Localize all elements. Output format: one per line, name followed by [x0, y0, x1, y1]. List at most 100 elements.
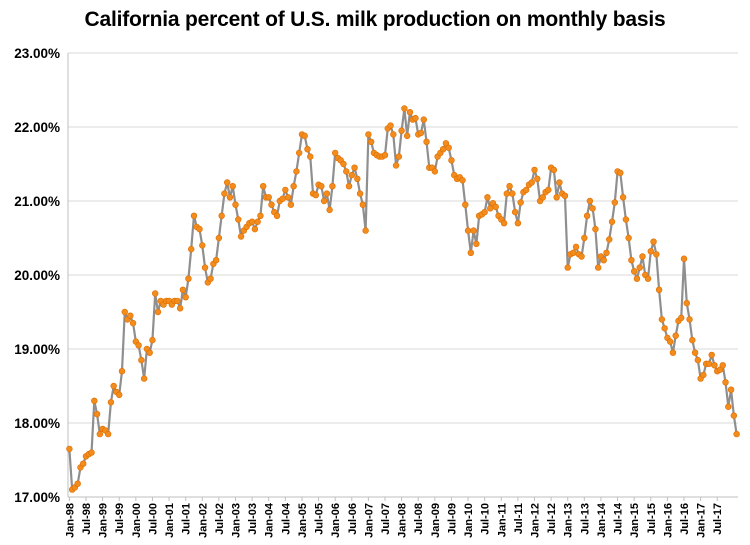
data-point — [96, 430, 104, 438]
y-axis-tick-labels: 17.00% 18.00% 19.00% 20.00% 21.00% 22.00% 23.0… — [14, 46, 60, 505]
data-point — [500, 220, 508, 227]
data-point — [417, 129, 425, 137]
data-point — [152, 290, 159, 297]
data-point — [603, 249, 610, 257]
data-point — [666, 338, 674, 345]
x-tick-label: Jan-01 — [164, 503, 176, 538]
data-point — [345, 183, 353, 190]
data-point — [268, 201, 275, 208]
chart-title: California percent of U.S. milk producti… — [84, 8, 666, 31]
data-point — [88, 449, 95, 456]
data-point — [644, 275, 652, 282]
data-point — [110, 382, 117, 390]
data-point — [182, 294, 189, 301]
data-point — [282, 186, 289, 194]
data-point — [484, 194, 491, 201]
data-point — [273, 212, 281, 220]
data-point — [287, 201, 295, 208]
x-tick-label: Jul-07 — [380, 503, 392, 535]
data-point — [259, 183, 267, 190]
x-tick-label: Jul-11 — [513, 503, 525, 534]
data-point — [578, 253, 585, 260]
data-point — [403, 132, 411, 140]
data-point — [232, 201, 239, 208]
data-point — [279, 195, 286, 202]
x-tick-label: Jul-99 — [114, 503, 126, 535]
x-tick-label: Jan-13 — [563, 503, 575, 538]
data-point — [653, 251, 660, 258]
data-point — [705, 360, 713, 367]
data-point — [619, 194, 627, 201]
x-tick-label: Jan-05 — [297, 503, 309, 538]
data-point — [226, 194, 234, 201]
data-point — [467, 249, 475, 257]
data-point — [318, 183, 325, 190]
data-point — [680, 255, 688, 262]
data-point — [445, 144, 452, 151]
x-tick-label: Jan-06 — [330, 503, 342, 538]
data-point — [140, 375, 148, 382]
data-point — [564, 264, 571, 271]
data-point — [118, 368, 126, 375]
x-tick-label: Jul-14 — [613, 502, 625, 535]
data-point — [251, 225, 259, 233]
data-point — [387, 122, 394, 129]
data-point — [367, 138, 375, 146]
x-tick-label: Jan-03 — [231, 503, 243, 538]
data-point — [464, 227, 472, 234]
x-tick-label: Jan-12 — [530, 503, 542, 538]
data-point — [196, 225, 203, 233]
data-point — [628, 257, 635, 264]
data-point — [686, 316, 693, 323]
data-point — [121, 308, 128, 316]
data-point — [655, 286, 663, 293]
x-tick-label: Jan-02 — [197, 503, 209, 538]
data-point — [431, 168, 439, 175]
data-point — [229, 183, 236, 190]
data-point — [188, 245, 195, 253]
data-point — [606, 236, 613, 243]
data-point — [658, 316, 666, 323]
data-point — [295, 149, 303, 157]
data-point — [348, 171, 355, 179]
x-tick-label: Jan-15 — [629, 503, 641, 538]
data-point — [689, 336, 696, 344]
data-point — [290, 183, 297, 190]
x-tick-label: Jul-17 — [712, 503, 724, 535]
data-point — [683, 299, 690, 307]
data-point — [406, 108, 414, 116]
data-point — [511, 208, 519, 216]
x-tick-label: Jan-99 — [98, 503, 110, 538]
data-point — [312, 191, 319, 199]
data-point — [553, 194, 560, 201]
data-point — [381, 151, 389, 159]
x-tick-label: Jul-06 — [347, 503, 359, 535]
data-point — [661, 325, 668, 332]
data-point — [174, 297, 181, 305]
data-point — [523, 186, 530, 194]
data-point — [307, 153, 314, 160]
x-tick-label: Jan-11 — [496, 503, 508, 537]
x-tick-label: Jan-10 — [463, 503, 475, 538]
data-point — [622, 216, 630, 223]
y-tick-label: 18.00% — [14, 416, 60, 431]
data-point — [711, 362, 718, 369]
data-point — [528, 179, 535, 186]
data-point — [107, 399, 115, 406]
x-tick-label: Jul-15 — [646, 503, 658, 535]
data-point — [727, 386, 735, 393]
data-point — [237, 233, 245, 240]
data-point — [392, 162, 400, 169]
data-point — [633, 275, 641, 282]
x-tick-label: Jan-16 — [662, 503, 674, 538]
data-point — [572, 243, 580, 251]
data-point — [176, 305, 184, 312]
data-point — [354, 175, 361, 183]
x-tick-label: Jul-04 — [280, 502, 292, 535]
data-point — [116, 391, 123, 399]
data-point — [74, 480, 81, 487]
data-point — [301, 132, 308, 140]
data-point — [481, 208, 488, 216]
data-point — [207, 275, 214, 282]
data-point — [608, 218, 616, 225]
